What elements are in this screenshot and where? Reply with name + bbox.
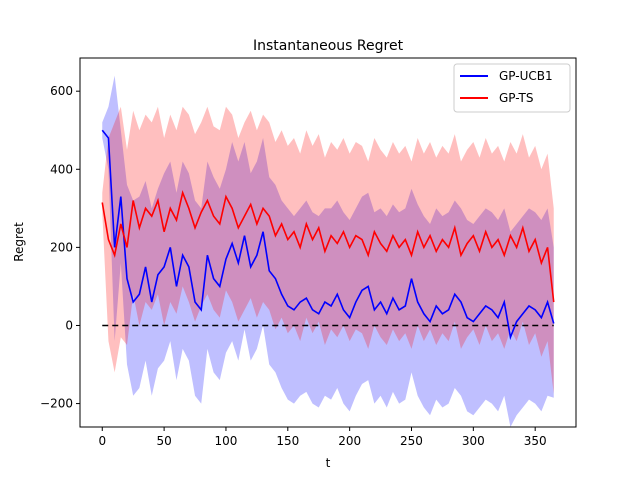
x-tick-label: 100	[215, 434, 238, 448]
series-band-1	[102, 106, 554, 394]
x-axis-label: t	[326, 456, 331, 470]
x-tick-label: 250	[400, 434, 423, 448]
y-axis: −200 0 200 400 600	[40, 84, 80, 411]
x-tick-label: 300	[462, 434, 485, 448]
y-tick-label: 400	[50, 162, 73, 176]
y-tick-label: 200	[50, 240, 73, 254]
legend-label-1: GP-TS	[499, 91, 533, 105]
y-tick-label: 600	[50, 84, 73, 98]
series-band-0	[102, 75, 554, 428]
x-axis: 0 50 100 150 200 250 300 350	[98, 427, 547, 448]
y-tick-label: 0	[65, 318, 73, 332]
x-tick-label: 200	[338, 434, 361, 448]
x-tick-label: 150	[276, 434, 299, 448]
plot-area	[79, 57, 577, 428]
series-line-1	[101, 190, 555, 303]
y-axis-label: Regret	[12, 222, 26, 262]
x-tick-label: 350	[524, 434, 547, 448]
x-tick-label: 50	[156, 434, 171, 448]
series-line-0	[101, 129, 555, 341]
chart-title: Instantaneous Regret	[253, 38, 404, 54]
legend: GP-UCB1 GP-TS	[453, 63, 571, 113]
plot-frame	[79, 57, 577, 428]
legend-label-0: GP-UCB1	[499, 69, 553, 83]
x-tick-label: 0	[98, 434, 106, 448]
y-tick-label: −200	[40, 397, 73, 411]
